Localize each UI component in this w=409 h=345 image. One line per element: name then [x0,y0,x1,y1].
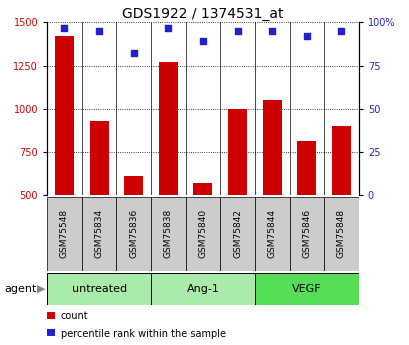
Bar [116,197,151,271]
Text: ▶: ▶ [37,284,45,294]
Text: GSM75840: GSM75840 [198,209,207,258]
Bar [324,197,358,271]
Bar [151,197,185,271]
Bar [158,62,178,195]
Bar [47,197,81,271]
Bar [297,141,316,195]
Point [165,25,171,30]
Bar [185,197,220,271]
Bar [220,197,254,271]
Text: GSM75846: GSM75846 [301,209,310,258]
Point [303,33,309,39]
Point [268,28,275,34]
Text: untreated: untreated [71,284,126,294]
Bar [55,36,74,195]
Point [96,28,102,34]
Bar [47,273,151,305]
Title: GDS1922 / 1374531_at: GDS1922 / 1374531_at [122,7,283,21]
Text: agent: agent [4,284,36,294]
Bar [254,273,358,305]
Bar [89,121,108,195]
Point [130,51,137,56]
Text: count: count [61,312,88,321]
Bar [193,183,212,195]
Text: GSM75836: GSM75836 [129,209,138,258]
Point [61,25,67,30]
Bar [289,197,324,271]
Bar [124,176,143,195]
Bar [262,100,281,195]
Bar [254,197,289,271]
Text: percentile rank within the sample: percentile rank within the sample [61,329,225,338]
Text: VEGF: VEGF [291,284,321,294]
Point [337,28,344,34]
Bar [227,109,247,195]
Text: GSM75842: GSM75842 [232,209,241,258]
Text: GSM75548: GSM75548 [60,209,69,258]
Bar [151,273,254,305]
Text: GSM75838: GSM75838 [164,209,173,258]
Text: Ang-1: Ang-1 [186,284,219,294]
Text: GSM75834: GSM75834 [94,209,103,258]
Point [234,28,240,34]
Text: GSM75844: GSM75844 [267,209,276,258]
Point [199,39,206,44]
Bar [81,197,116,271]
Text: GSM75848: GSM75848 [336,209,345,258]
Bar [331,126,350,195]
